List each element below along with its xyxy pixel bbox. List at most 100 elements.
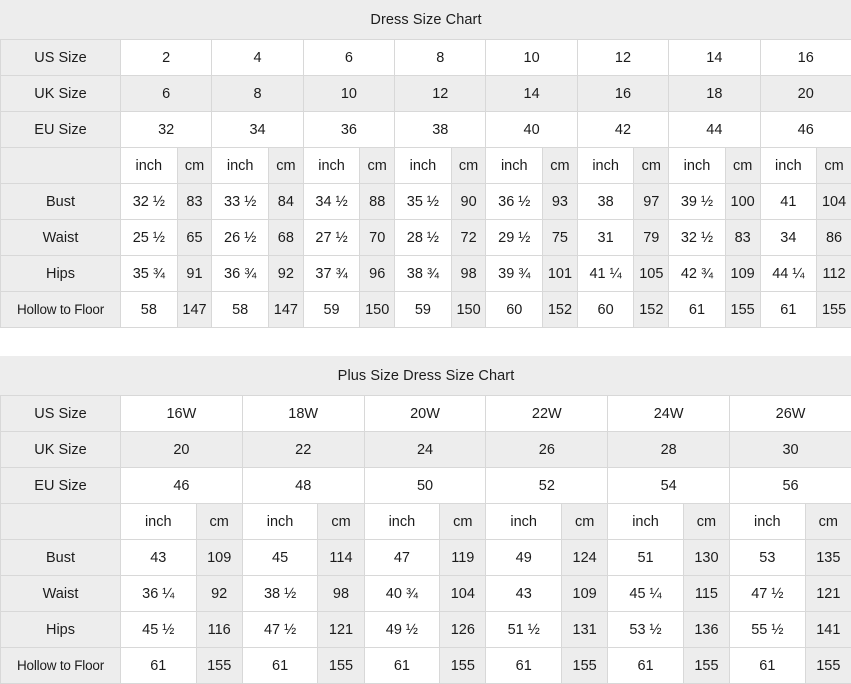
measurement-cm-cell: 155 [440, 648, 486, 684]
measurement-cm-cell: 155 [683, 648, 729, 684]
size-cell: 50 [364, 468, 486, 504]
measurement-cm-cell: 96 [360, 256, 395, 292]
measurement-cm-cell: 152 [543, 292, 578, 328]
measurement-inch-cell: 38 ½ [242, 576, 318, 612]
measurement-inch-cell: 49 ½ [364, 612, 440, 648]
measurement-cm-cell: 112 [817, 256, 851, 292]
unit-header-cell: cm [634, 148, 669, 184]
measurement-cm-cell: 97 [634, 184, 669, 220]
measurement-inch-cell: 27 ½ [303, 220, 360, 256]
measurement-cm-cell: 155 [318, 648, 364, 684]
size-cell: 42 [577, 112, 668, 148]
measurement-inch-cell: 59 [303, 292, 360, 328]
measurement-inch-cell: 47 [364, 540, 440, 576]
measurement-inch-cell: 36 ¼ [121, 576, 197, 612]
measurement-cm-cell: 155 [805, 648, 851, 684]
row-label: EU Size [1, 468, 121, 504]
measurement-cm-cell: 88 [360, 184, 395, 220]
size-cell: 4 [212, 40, 303, 76]
measurement-inch-cell: 61 [121, 648, 197, 684]
measurement-inch-cell: 25 ½ [121, 220, 178, 256]
measurement-inch-cell: 61 [669, 292, 726, 328]
unit-header-cell: cm [543, 148, 578, 184]
measurement-inch-cell: 53 [730, 540, 806, 576]
unit-header-cell: inch [486, 504, 562, 540]
measurement-inch-cell: 58 [121, 292, 178, 328]
unit-header-cell: cm [725, 148, 760, 184]
size-cell: 30 [730, 432, 851, 468]
size-cell: 12 [577, 40, 668, 76]
measurement-inch-cell: 59 [395, 292, 452, 328]
size-cell: 24 [364, 432, 486, 468]
measurement-cm-cell: 119 [440, 540, 486, 576]
measurement-cm-cell: 75 [543, 220, 578, 256]
measurement-inch-cell: 36 ¾ [212, 256, 269, 292]
measurement-cm-cell: 155 [561, 648, 607, 684]
measurement-cm-cell: 155 [817, 292, 851, 328]
measurement-cm-cell: 105 [634, 256, 669, 292]
measurement-inch-cell: 47 ½ [730, 576, 806, 612]
size-cell: 2 [121, 40, 212, 76]
measurement-cm-cell: 150 [451, 292, 486, 328]
size-cell: 18W [242, 396, 364, 432]
measurement-cm-cell: 126 [440, 612, 486, 648]
measurement-cm-cell: 68 [269, 220, 304, 256]
unit-header-cell: inch [760, 148, 817, 184]
measurement-inch-cell: 61 [486, 648, 562, 684]
size-cell: 28 [608, 432, 730, 468]
measurement-cm-cell: 114 [318, 540, 364, 576]
measurement-cm-cell: 104 [440, 576, 486, 612]
unit-header-cell: inch [121, 148, 178, 184]
chart-title-row: Dress Size Chart [1, 1, 851, 40]
size-cell: 26W [730, 396, 851, 432]
size-cell: 6 [121, 76, 212, 112]
measurement-inch-cell: 34 [760, 220, 817, 256]
measurement-inch-cell: 60 [486, 292, 543, 328]
measurement-inch-cell: 35 ½ [395, 184, 452, 220]
measurement-cm-cell: 152 [634, 292, 669, 328]
measurement-inch-cell: 61 [608, 648, 684, 684]
measurement-inch-cell: 37 ¾ [303, 256, 360, 292]
size-cell: 18 [669, 76, 760, 112]
measurement-inch-cell: 61 [364, 648, 440, 684]
chart-title: Dress Size Chart [1, 1, 851, 40]
size-cell: 46 [121, 468, 243, 504]
measurement-inch-cell: 39 ½ [669, 184, 726, 220]
measurement-cm-cell: 90 [451, 184, 486, 220]
measurement-cm-cell: 115 [683, 576, 729, 612]
size-cell: 14 [486, 76, 577, 112]
unit-header-cell: cm [451, 148, 486, 184]
measurement-cm-cell: 150 [360, 292, 395, 328]
measurement-cm-cell: 72 [451, 220, 486, 256]
size-cell: 22 [242, 432, 364, 468]
row-label: Bust [1, 540, 121, 576]
size-cell: 16 [577, 76, 668, 112]
size-cell: 8 [395, 40, 486, 76]
unit-header-cell: inch [608, 504, 684, 540]
measurement-cm-cell: 147 [177, 292, 212, 328]
measurement-inch-cell: 38 ¾ [395, 256, 452, 292]
measurement-cm-cell: 116 [196, 612, 242, 648]
measurement-inch-cell: 49 [486, 540, 562, 576]
size-cell: 8 [212, 76, 303, 112]
measurement-inch-cell: 31 [577, 220, 634, 256]
chart-title: Plus Size Dress Size Chart [1, 357, 851, 396]
row-label: US Size [1, 40, 121, 76]
measurement-cm-cell: 101 [543, 256, 578, 292]
unit-header-cell: cm [440, 504, 486, 540]
measurement-inch-cell: 60 [577, 292, 634, 328]
unit-header-cell: cm [269, 148, 304, 184]
size-cell: 32 [121, 112, 212, 148]
row-label: Hollow to Floor [1, 292, 121, 328]
measurement-inch-cell: 28 ½ [395, 220, 452, 256]
measurement-inch-cell: 33 ½ [212, 184, 269, 220]
